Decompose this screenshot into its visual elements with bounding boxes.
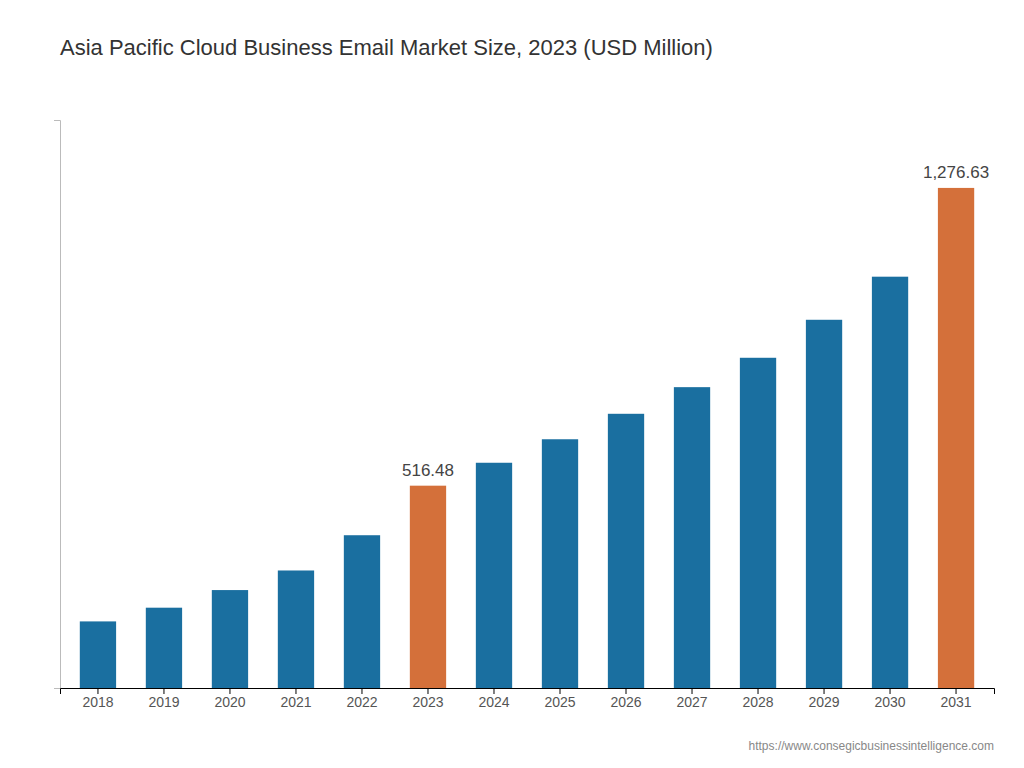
bar (872, 277, 908, 688)
bar (806, 320, 842, 688)
bar (740, 358, 776, 688)
x-tick-label: 2026 (610, 694, 641, 710)
title: Asia Pacific Cloud Business Email Market… (60, 35, 713, 60)
x-tick-label: 2021 (280, 694, 311, 710)
x-tick: 2026 (610, 688, 641, 710)
x-tick-label: 2030 (874, 694, 905, 710)
x-tick-label: 2022 (346, 694, 377, 710)
y-axis (54, 121, 61, 689)
chart: Asia Pacific Cloud Business Email Market… (0, 0, 1024, 768)
bar (476, 463, 512, 688)
x-tick: 2019 (148, 688, 179, 710)
bar (146, 608, 182, 688)
x-tick-label: 2028 (742, 694, 773, 710)
bar (410, 486, 446, 688)
bar (674, 387, 710, 688)
bar (608, 414, 644, 688)
bar (212, 590, 248, 688)
x-tick-label: 2019 (148, 694, 179, 710)
x-tick-label: 2029 (808, 694, 839, 710)
x-axis-line (61, 689, 995, 695)
annotation: https://www.consegicbusinessintelligence… (749, 739, 994, 753)
x-tick-label: 2018 (82, 694, 113, 710)
bar (938, 188, 974, 688)
bar (80, 621, 116, 688)
bars (80, 188, 974, 688)
x-tick: 2027 (676, 688, 707, 710)
x-tick-label: 2027 (676, 694, 707, 710)
x-tick: 2031 (940, 688, 971, 710)
x-tick: 2022 (346, 688, 377, 710)
x-tick: 2021 (280, 688, 311, 710)
bar (278, 570, 314, 688)
x-tick-label: 2031 (940, 694, 971, 710)
x-tick: 2028 (742, 688, 773, 710)
x-tick-label: 2023 (412, 694, 443, 710)
bar (344, 535, 380, 688)
x-tick: 2030 (874, 688, 905, 710)
x-tick-label: 2020 (214, 694, 245, 710)
y-axis-line (54, 121, 61, 689)
plot-area: 2018 2019 2020 2021 2022 2023 2024 2025 2026 2027… (54, 121, 995, 710)
x-tick: 2018 (82, 688, 113, 710)
bar (542, 439, 578, 688)
x-tick: 2029 (808, 688, 839, 710)
data-label: 516.48 (402, 461, 454, 480)
data-labels: 516.48 1,276.63 (402, 163, 989, 480)
x-tick-label: 2024 (478, 694, 509, 710)
x-tick: 2025 (544, 688, 575, 710)
x-axis: 2018 2019 2020 2021 2022 2023 2024 2025 2026 2027… (61, 688, 995, 710)
x-tick: 2020 (214, 688, 245, 710)
data-label: 1,276.63 (923, 163, 989, 182)
x-tick: 2023 (412, 688, 443, 710)
x-tick-label: 2025 (544, 694, 575, 710)
x-tick: 2024 (478, 688, 509, 710)
